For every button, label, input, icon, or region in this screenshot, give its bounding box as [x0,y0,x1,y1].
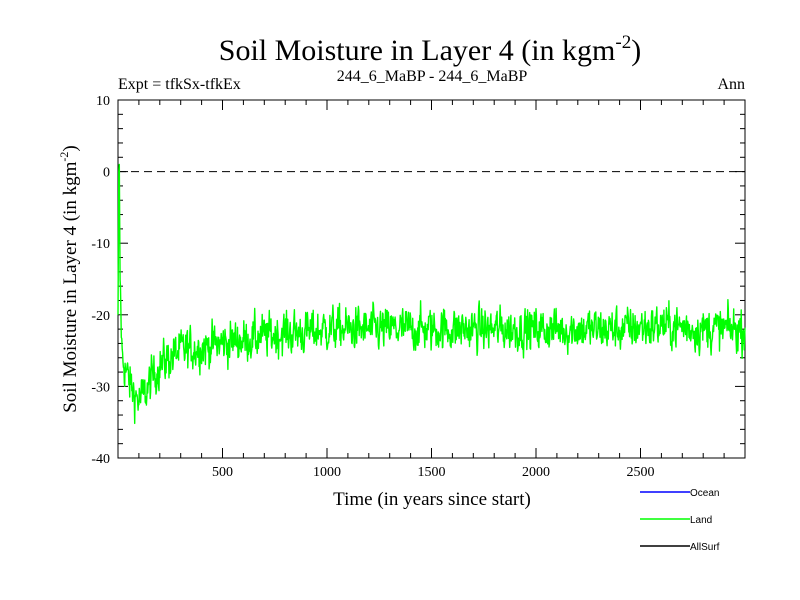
y-tick-label: -30 [91,380,110,395]
period-label: 244_6_MaBP - 244_6_MaBP [337,68,528,85]
axis-ticks [118,99,745,459]
y-tick-label: -10 [91,237,110,252]
y-tick-label: 0 [103,166,110,181]
season-label: Ann [717,76,745,93]
tick-labels: 500 1000 1500 2000 2500 10 0 -10 -20 -30 -40 [91,94,654,480]
experiment-label: Expt = tfkSx-tfkEx [118,76,241,93]
x-tick-label: 1000 [313,465,341,480]
legend-label-allsurf: AllSurf [690,542,720,553]
chart-title: Soil Moisture in Layer 4 (in kgm-2) [219,32,641,67]
x-tick-label: 2000 [522,465,550,480]
series-land-line [117,163,746,425]
legend-label-land: Land [690,515,712,526]
legend: Ocean Land AllSurf [640,488,720,553]
x-axis-label: Time (in years since start) [333,489,531,510]
y-axis-label: Soil Moisture in Layer 4 (in kgm-2) [57,145,81,413]
plot-frame [117,99,746,459]
x-tick-label: 2500 [627,465,655,480]
x-tick-label: 1500 [418,465,446,480]
y-tick-label: 10 [96,94,110,109]
y-tick-label: -20 [91,309,110,324]
x-tick-label: 500 [212,465,233,480]
y-tick-label: -40 [91,452,110,467]
legend-label-ocean: Ocean [690,488,719,499]
